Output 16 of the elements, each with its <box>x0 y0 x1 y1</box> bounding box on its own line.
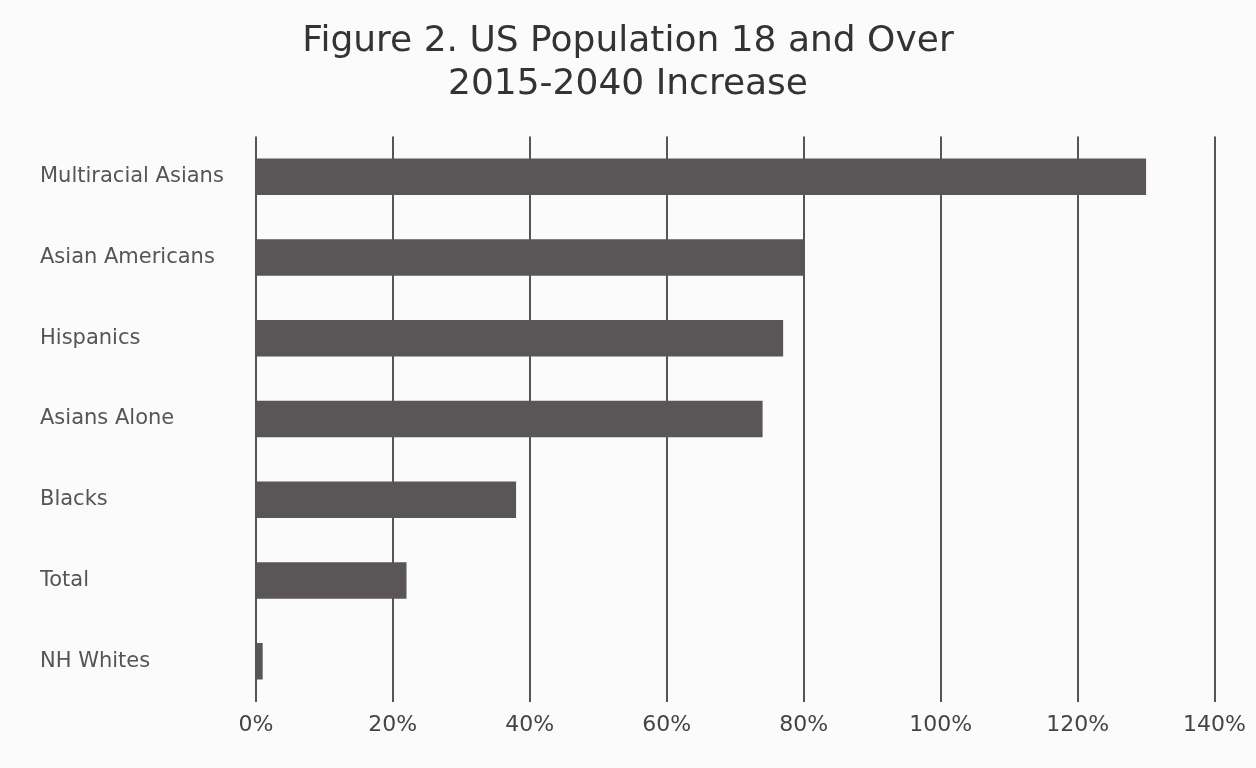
y-tick-label: Total <box>39 566 90 591</box>
x-tick-label: 60% <box>642 710 692 736</box>
y-tick-label: Hispanics <box>40 324 141 349</box>
y-tick-label: Asian Americans <box>40 243 215 268</box>
x-tick-label: 140% <box>1183 710 1247 736</box>
x-tick-label: 20% <box>368 710 418 736</box>
chart-title: Figure 2. US Population 18 and Over 2015-2040 Increase <box>302 17 954 103</box>
x-tick-label: 120% <box>1046 710 1110 736</box>
y-tick-label: NH Whites <box>40 647 151 672</box>
x-tick-label: 40% <box>505 710 555 736</box>
y-tick-label: Blacks <box>40 486 108 511</box>
y-tick-label: Asians Alone <box>40 405 175 430</box>
y-tick-label: Multiracial Asians <box>40 163 224 188</box>
x-tick-label: 0% <box>238 710 274 736</box>
x-tick-label: 100% <box>909 710 973 736</box>
x-tick-label: 80% <box>779 710 829 736</box>
